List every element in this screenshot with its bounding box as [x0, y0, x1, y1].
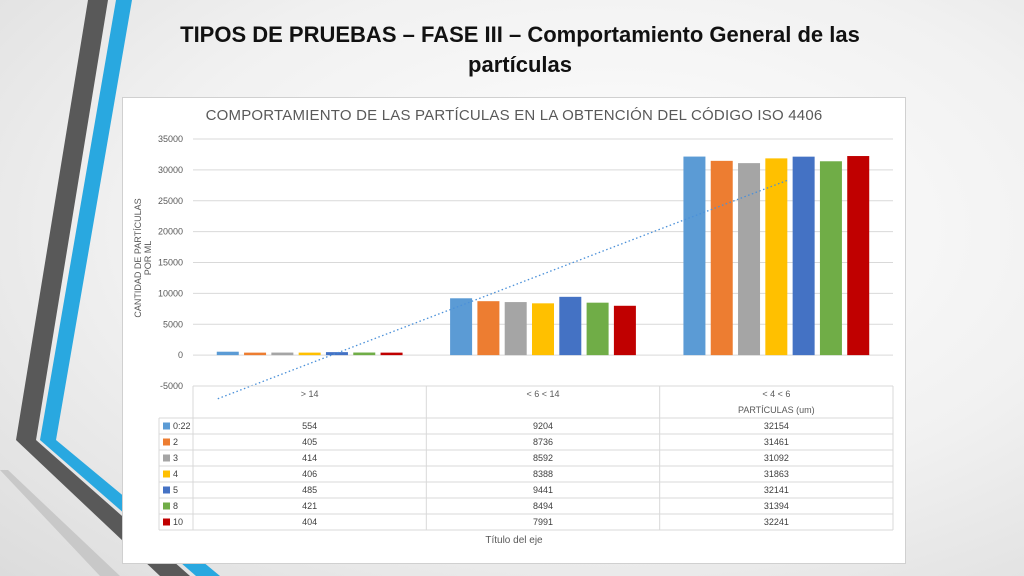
legend-swatch	[163, 422, 170, 430]
bar	[216, 351, 239, 356]
bar	[738, 163, 761, 356]
legend-swatch	[163, 454, 170, 462]
chart-panel: -5000 0 5000 10000 15000 20000 25000 30000 35000…	[122, 97, 906, 564]
table-cell-value: 8736	[533, 437, 553, 447]
slide-title: TIPOS DE PRUEBAS – FASE III – Comportami…	[180, 22, 860, 77]
y-tick-label: 10000	[158, 288, 183, 298]
bar	[380, 352, 403, 356]
bar	[683, 156, 706, 356]
bar	[325, 352, 348, 356]
bar	[586, 302, 609, 356]
y-tick-label: 15000	[158, 258, 183, 268]
legend-series-name: 3	[173, 453, 178, 463]
bar	[244, 352, 267, 356]
category-label: > 14	[301, 389, 319, 399]
table-cell-value: 8388	[533, 469, 553, 479]
table-cell-value: 32141	[764, 485, 789, 495]
table-cell-value: 404	[302, 517, 317, 527]
table-cell-value: 421	[302, 501, 317, 511]
y-axis-title: CANTIDAD DE PARTÍCULAS POR ML	[133, 198, 153, 318]
chart-title: COMPORTAMIENTO DE LAS PARTÍCULAS EN LA O…	[205, 107, 823, 124]
table-cell-value: 31092	[764, 453, 789, 463]
table-cell-value: 8592	[533, 453, 553, 463]
table-cell-value: 7991	[533, 517, 553, 527]
legend-series-name: 8	[173, 501, 178, 511]
legend-series-name: 10	[173, 517, 183, 527]
legend-swatch	[163, 470, 170, 478]
y-tick-label: 30000	[158, 165, 183, 175]
y-tick-label: 25000	[158, 196, 183, 206]
bar	[353, 352, 376, 356]
x-axis-title: Título del eje	[485, 535, 543, 546]
legend-series-name: 0:22	[173, 421, 191, 431]
decor-stripe-blue	[40, 0, 132, 440]
trendline	[217, 179, 789, 400]
bar	[477, 301, 500, 356]
bar	[765, 158, 788, 356]
bar	[792, 156, 815, 356]
category-label: < 6 < 14	[526, 389, 559, 399]
legend-series-name: 2	[173, 437, 178, 447]
table-cell-value: 32241	[764, 517, 789, 527]
table-cell-value: 8494	[533, 501, 553, 511]
table-cell-value: 405	[302, 437, 317, 447]
legend-swatch	[163, 518, 170, 526]
decor-stripe-light	[0, 470, 120, 576]
table-cell-value: 31461	[764, 437, 789, 447]
table-cell-value: 414	[302, 453, 317, 463]
bar	[613, 305, 636, 356]
bar	[532, 303, 554, 356]
legend-swatch	[163, 502, 170, 510]
legend-swatch	[163, 486, 170, 494]
table-cell-value: 9441	[533, 485, 553, 495]
table-cell-value: 485	[302, 485, 317, 495]
chart-svg: -5000 0 5000 10000 15000 20000 25000 30000 35000…	[158, 134, 894, 531]
legend-series-name: 5	[173, 485, 178, 495]
y-tick-label: -5000	[160, 381, 183, 391]
category-label: < 4 < 6	[762, 389, 790, 399]
y-tick-label: 20000	[158, 227, 183, 237]
bar	[559, 296, 582, 356]
bar	[847, 156, 870, 356]
bar	[504, 302, 527, 356]
y-tick-label: 35000	[158, 134, 183, 144]
decor-stripe-dark	[16, 0, 108, 440]
bar	[450, 298, 473, 356]
y-tick-label: 0	[178, 350, 183, 360]
y-tick-label: 5000	[163, 319, 183, 329]
table-cell-value: 32154	[764, 421, 789, 431]
table-cell-value: 554	[302, 421, 317, 431]
bar	[819, 161, 842, 356]
group-axis-label: PARTÍCULAS (um)	[738, 405, 815, 415]
table-cell-value: 406	[302, 469, 317, 479]
table-cell-value: 31394	[764, 501, 789, 511]
table-cell-value: 9204	[533, 421, 553, 431]
bar	[298, 352, 321, 356]
table-cell-value: 31863	[764, 469, 789, 479]
legend-swatch	[163, 438, 170, 446]
legend-series-name: 4	[173, 469, 178, 479]
bar	[271, 352, 294, 356]
bar	[710, 160, 733, 356]
